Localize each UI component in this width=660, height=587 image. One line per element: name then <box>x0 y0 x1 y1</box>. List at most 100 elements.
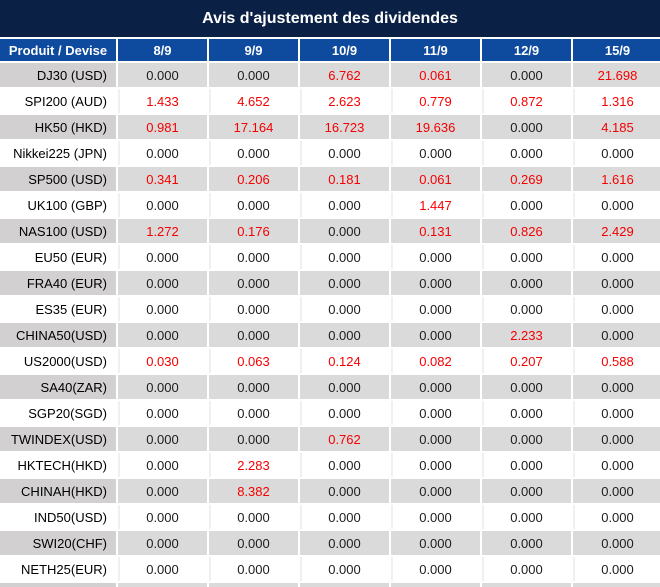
value-cell: 0.131 <box>391 219 480 243</box>
value-cell <box>209 583 298 587</box>
product-cell: CHINAH(HKD) <box>0 479 116 503</box>
value-cell: 0.000 <box>391 427 480 451</box>
value-cell: 1.316 <box>573 89 660 113</box>
value-cell: 0.000 <box>300 245 389 269</box>
value-cell: 0.000 <box>209 557 298 581</box>
table-row: UK100 (GBP) 0.000 0.000 0.000 1.447 0.00… <box>0 193 660 217</box>
value-cell: 0.000 <box>300 453 389 477</box>
column-header-date-1: 8/9 <box>118 39 207 61</box>
value-cell: 0.000 <box>573 141 660 165</box>
value-cell: 0.779 <box>391 89 480 113</box>
value-cell: 0.000 <box>391 505 480 529</box>
value-cell: 0.000 <box>300 531 389 555</box>
value-cell: 0.000 <box>573 505 660 529</box>
product-cell: SGP20(SGD) <box>0 401 116 425</box>
value-cell: 0.082 <box>391 349 480 373</box>
value-cell: 0.000 <box>391 479 480 503</box>
value-cell: 0.000 <box>482 193 571 217</box>
product-cell: HK50 (HKD) <box>0 115 116 139</box>
value-cell: 0.000 <box>209 427 298 451</box>
value-cell: 0.000 <box>482 245 571 269</box>
value-cell: 0.000 <box>118 401 207 425</box>
value-cell: 0.181 <box>300 167 389 191</box>
value-cell: 0.061 <box>391 63 480 87</box>
value-cell: 2.429 <box>573 219 660 243</box>
value-cell: 0.000 <box>300 193 389 217</box>
value-cell: 0.000 <box>573 557 660 581</box>
value-cell: 0.000 <box>482 505 571 529</box>
value-cell: 1.272 <box>118 219 207 243</box>
value-cell: 0.000 <box>573 193 660 217</box>
table-row: NAS100 (USD) 1.272 0.176 0.000 0.131 0.8… <box>0 219 660 243</box>
value-cell: 0.000 <box>209 401 298 425</box>
value-cell: 0.000 <box>573 245 660 269</box>
value-cell: 4.185 <box>573 115 660 139</box>
value-cell <box>482 583 571 587</box>
table-row: FRA40 (EUR) 0.000 0.000 0.000 0.000 0.00… <box>0 271 660 295</box>
value-cell: 2.233 <box>482 323 571 347</box>
value-cell: 8.382 <box>209 479 298 503</box>
value-cell: 2.623 <box>300 89 389 113</box>
value-cell: 0.000 <box>573 453 660 477</box>
value-cell: 0.000 <box>391 375 480 399</box>
value-cell: 0.000 <box>118 557 207 581</box>
value-cell: 0.030 <box>118 349 207 373</box>
value-cell: 0.000 <box>209 323 298 347</box>
value-cell: 0.000 <box>573 323 660 347</box>
value-cell: 0.000 <box>482 141 571 165</box>
value-cell: 0.000 <box>209 245 298 269</box>
value-cell: 16.723 <box>300 115 389 139</box>
clipped-next-row <box>0 583 660 587</box>
value-cell: 0.000 <box>482 531 571 555</box>
product-cell: HKTECH(HKD) <box>0 453 116 477</box>
value-cell: 0.000 <box>118 193 207 217</box>
table-row: SP500 (USD) 0.341 0.206 0.181 0.061 0.26… <box>0 167 660 191</box>
value-cell: 0.000 <box>209 297 298 321</box>
value-cell: 0.000 <box>573 531 660 555</box>
value-cell: 0.000 <box>482 401 571 425</box>
product-cell: DJ30 (USD) <box>0 63 116 87</box>
table-row: DJ30 (USD) 0.000 0.000 6.762 0.061 0.000… <box>0 63 660 87</box>
table-row: HKTECH(HKD) 0.000 2.283 0.000 0.000 0.00… <box>0 453 660 477</box>
product-cell: FRA40 (EUR) <box>0 271 116 295</box>
value-cell: 0.124 <box>300 349 389 373</box>
value-cell: 0.063 <box>209 349 298 373</box>
column-header-product: Produit / Devise <box>0 39 116 61</box>
table-row: EU50 (EUR) 0.000 0.000 0.000 0.000 0.000… <box>0 245 660 269</box>
value-cell: 0.000 <box>118 271 207 295</box>
product-cell: ES35 (EUR) <box>0 297 116 321</box>
value-cell: 0.000 <box>300 219 389 243</box>
product-cell: IND50(USD) <box>0 505 116 529</box>
value-cell: 0.000 <box>209 531 298 555</box>
table-row: NETH25(EUR) 0.000 0.000 0.000 0.000 0.00… <box>0 557 660 581</box>
value-cell: 19.636 <box>391 115 480 139</box>
value-cell: 0.000 <box>209 375 298 399</box>
value-cell: 17.164 <box>209 115 298 139</box>
product-cell: NETH25(EUR) <box>0 557 116 581</box>
value-cell: 0.000 <box>209 63 298 87</box>
product-cell: SA40(ZAR) <box>0 375 116 399</box>
value-cell: 0.000 <box>391 245 480 269</box>
product-cell: SPI200 (AUD) <box>0 89 116 113</box>
table-row: SPI200 (AUD) 1.433 4.652 2.623 0.779 0.8… <box>0 89 660 113</box>
table-row: TWINDEX(USD) 0.000 0.000 0.762 0.000 0.0… <box>0 427 660 451</box>
dividends-table: Produit / Devise 8/9 9/9 10/9 11/9 12/9 … <box>0 37 660 587</box>
table-row: IND50(USD) 0.000 0.000 0.000 0.000 0.000… <box>0 505 660 529</box>
panel-title: Avis d'ajustement des dividendes <box>0 0 660 37</box>
table-row: US2000(USD) 0.030 0.063 0.124 0.082 0.20… <box>0 349 660 373</box>
value-cell: 0.000 <box>482 115 571 139</box>
value-cell: 0.826 <box>482 219 571 243</box>
table-row: CHINAH(HKD) 0.000 8.382 0.000 0.000 0.00… <box>0 479 660 503</box>
value-cell: 0.176 <box>209 219 298 243</box>
value-cell <box>573 583 660 587</box>
product-cell: TWINDEX(USD) <box>0 427 116 451</box>
value-cell: 0.000 <box>118 427 207 451</box>
value-cell: 0.000 <box>573 427 660 451</box>
value-cell: 0.000 <box>300 401 389 425</box>
value-cell: 0.000 <box>482 453 571 477</box>
product-cell: UK100 (GBP) <box>0 193 116 217</box>
value-cell: 0.000 <box>573 479 660 503</box>
value-cell <box>391 583 480 587</box>
value-cell: 0.000 <box>209 271 298 295</box>
value-cell: 0.000 <box>573 375 660 399</box>
